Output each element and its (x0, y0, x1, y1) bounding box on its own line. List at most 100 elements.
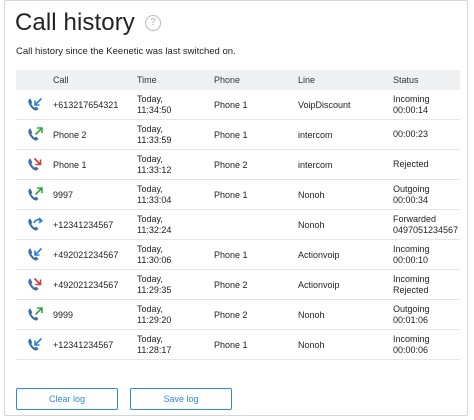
call-number: +12341234567 (53, 219, 114, 230)
call-status-primary: Rejected (393, 159, 429, 169)
table-row: 9999 Today, 11:29:20 Phone 2 Nonoh Outgoing 00… (16, 300, 460, 330)
table-row: 9997 Today, 11:33:04 Phone 1 Nonoh Outgoing 00… (16, 180, 460, 210)
call-phone: Phone 1 (214, 129, 248, 140)
call-time: Today, 11:28:17 (137, 334, 214, 356)
table-row: +492021234567 Today, 11:29:35 Phone 2 Action… (16, 270, 460, 300)
call-date: Today, (137, 213, 163, 224)
page-title: Call history (15, 9, 135, 36)
incoming-call-icon (28, 337, 43, 351)
rejected-call-icon (28, 277, 42, 291)
call-line: Nonoh (298, 189, 325, 200)
call-status-secondary: Rejected (393, 284, 429, 295)
call-time: Today, 11:33:04 (137, 184, 214, 206)
call-status-primary: Incoming (393, 93, 430, 104)
table-row: Phone 2 Today, 11:33:59 Phone 1 intercom 00:0… (16, 120, 460, 150)
call-status: Outgoing 00:01:06 (393, 304, 460, 326)
call-status-primary: 00:00:23 (393, 129, 429, 139)
call-time: Today, 11:29:35 (137, 274, 214, 296)
call-history-table: Call Time Phone Line Status +61321765432… (16, 70, 460, 360)
incoming-call-icon (28, 247, 43, 261)
clear-log-button[interactable]: Clear log (16, 388, 118, 410)
call-line: Nonoh (298, 219, 325, 230)
call-time: Today, 11:34:50 (137, 94, 214, 116)
call-phone: Phone 2 (214, 279, 248, 290)
table-row: +613217654321 Today, 11:34:50 Phone 1 VoipDi… (16, 90, 460, 120)
forwarded-call-icon (28, 217, 43, 231)
incoming-call-icon (28, 97, 43, 111)
call-status-secondary: 00:00:06 (393, 344, 429, 355)
call-status-primary: Incoming (393, 333, 430, 344)
table-row: +12341234567 Today, 11:32:24 Nonoh Forwarded… (16, 210, 460, 240)
call-number: +492021234567 (53, 249, 119, 260)
call-time: Today, 11:33:12 (137, 154, 214, 176)
call-number: 9997 (53, 189, 74, 200)
call-clock: 11:34:50 (137, 104, 172, 115)
call-date: Today, (137, 333, 163, 344)
call-number: Phone 2 (53, 129, 87, 140)
call-line: intercom (298, 129, 333, 140)
help-icon[interactable]: ? (144, 15, 161, 31)
call-status-primary: Incoming (393, 273, 430, 284)
call-phone: Phone 1 (214, 189, 248, 200)
call-time: Today, 11:29:20 (137, 304, 214, 326)
call-status-secondary: 00:01:06 (393, 314, 429, 325)
call-phone: Phone 1 (214, 99, 248, 110)
call-phone: Phone 1 (214, 249, 248, 260)
call-time: Today, 11:30:06 (137, 244, 214, 266)
outgoing-call-icon (28, 187, 43, 201)
call-clock: 11:29:35 (137, 284, 172, 295)
call-line: VoipDiscount (298, 99, 351, 110)
save-log-button[interactable]: Save log (130, 388, 232, 410)
call-line: Nonoh (298, 339, 325, 350)
call-status: Incoming 00:00:14 (393, 94, 460, 116)
call-status-secondary: 00:00:10 (393, 254, 429, 265)
table-row: +12341234567 Today, 11:28:17 Phone 1 Nonoh In… (16, 330, 460, 360)
call-status-primary: Forwarded (393, 213, 437, 224)
call-date: Today, (137, 183, 163, 194)
call-status-secondary: 00:00:14 (393, 104, 429, 115)
call-status-secondary: 0497051234567 (393, 224, 459, 235)
call-clock: 11:32:24 (137, 224, 172, 235)
call-status: Incoming 00:00:10 (393, 244, 460, 266)
header-time: Time (137, 74, 157, 85)
table-row: +492021234567 Today, 11:30:06 Phone 1 Action… (16, 240, 460, 270)
call-number: +613217654321 (53, 99, 119, 110)
call-date: Today, (137, 273, 163, 284)
call-line: Nonoh (298, 309, 325, 320)
call-date: Today, (137, 93, 163, 104)
call-date: Today, (137, 153, 163, 164)
call-clock: 11:30:06 (137, 254, 172, 265)
outgoing-call-icon (28, 307, 43, 321)
table-row: Phone 1 Today, 11:33:12 Phone 2 intercom Reje… (16, 150, 460, 180)
log-actions: Clear log Save log (16, 388, 232, 410)
call-status: Forwarded 0497051234567 (393, 214, 460, 236)
call-clock: 11:33:12 (137, 164, 172, 175)
call-date: Today, (137, 243, 163, 254)
call-status-secondary: 00:00:34 (393, 194, 429, 205)
call-history-panel: Call history ? Call history since the Ke… (4, 0, 468, 416)
call-line: Actionvoip (298, 249, 340, 260)
call-clock: 11:33:04 (137, 194, 172, 205)
call-clock: 11:33:59 (137, 134, 172, 145)
call-line: Actionvoip (298, 279, 340, 290)
table-header: Call Time Phone Line Status (16, 70, 460, 90)
call-number: 9999 (53, 309, 74, 320)
call-time: Today, 11:33:59 (137, 124, 214, 146)
title-row: Call history ? (15, 9, 161, 37)
table-body: +613217654321 Today, 11:34:50 Phone 1 VoipDi… (16, 90, 460, 360)
call-status-primary: Outgoing (393, 303, 430, 314)
call-status: Incoming 00:00:06 (393, 334, 460, 356)
call-clock: 11:29:20 (137, 314, 172, 325)
call-date: Today, (137, 123, 163, 134)
call-status: 00:00:23 (393, 129, 460, 140)
outgoing-call-icon (28, 127, 43, 141)
header-phone: Phone (214, 75, 241, 85)
call-status: Incoming Rejected (393, 274, 460, 296)
call-number: +492021234567 (53, 279, 119, 290)
call-status: Outgoing 00:00:34 (393, 184, 460, 206)
call-date: Today, (137, 303, 163, 314)
header-call: Call (53, 75, 69, 85)
call-time: Today, 11:32:24 (137, 214, 214, 236)
page-subtitle: Call history since the Keenetic was last… (16, 46, 236, 57)
call-clock: 11:28:17 (137, 344, 172, 355)
